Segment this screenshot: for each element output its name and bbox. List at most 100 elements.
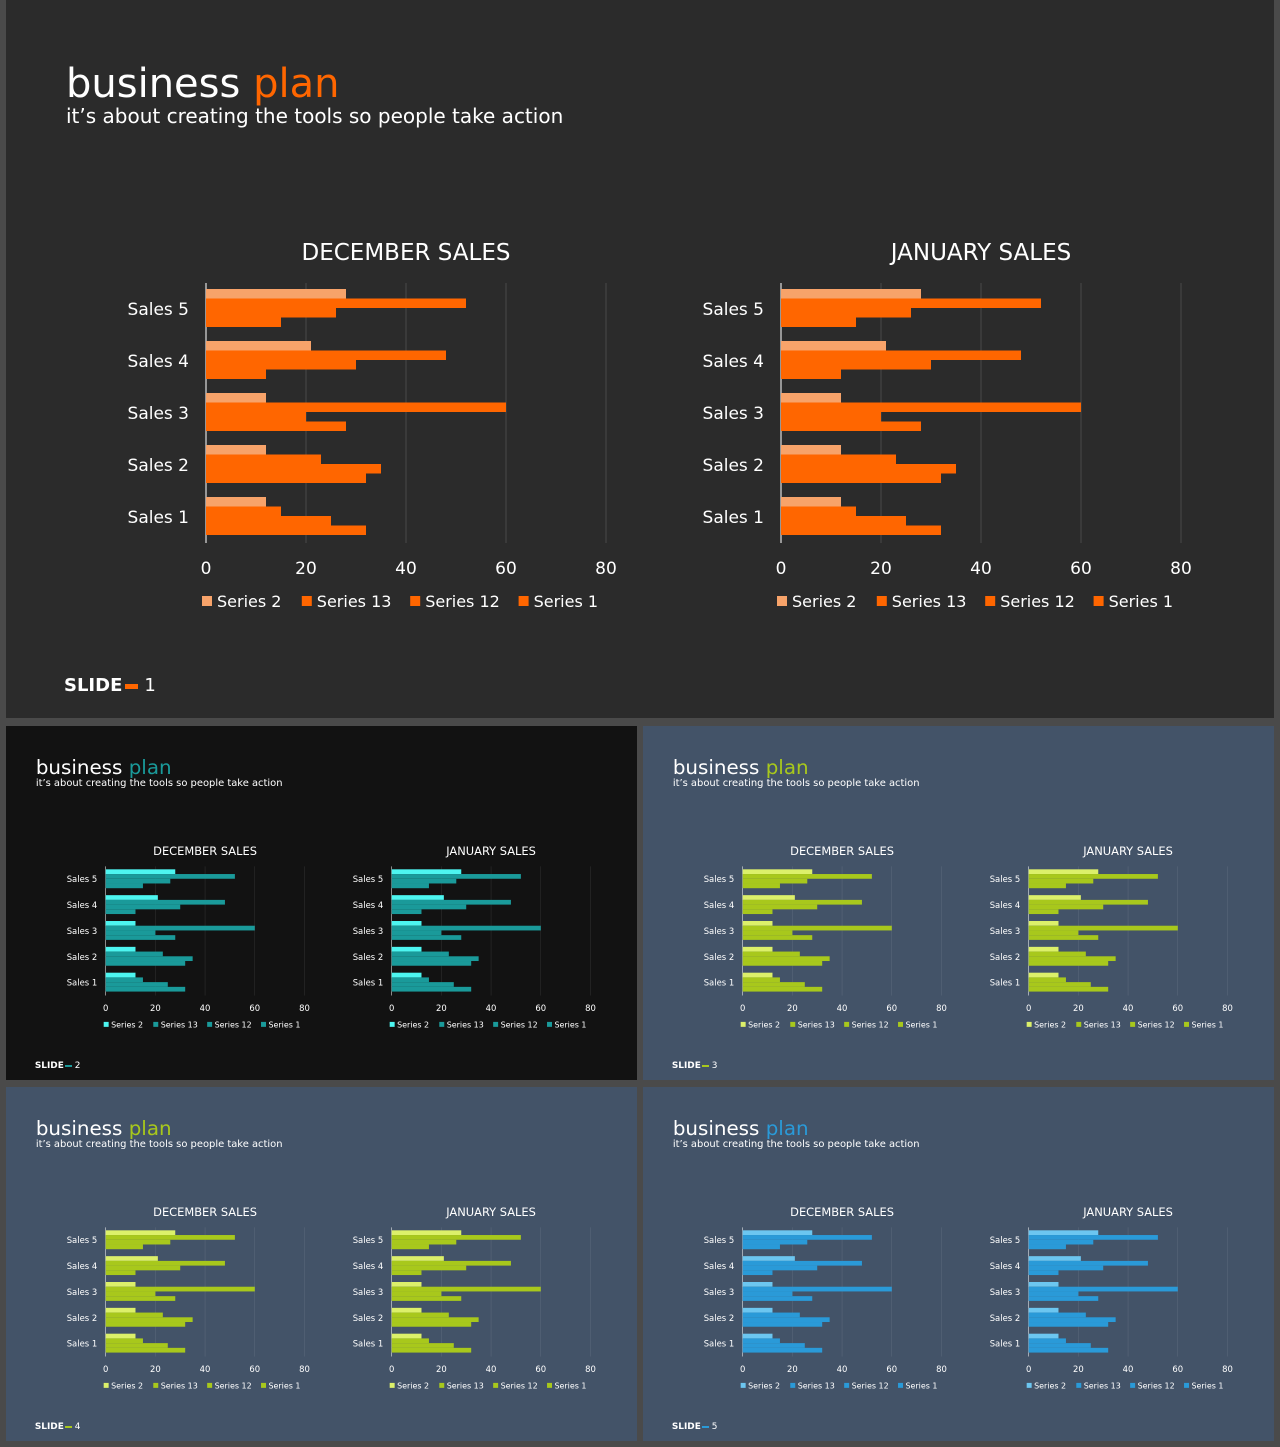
bar-sales-4-series-1 bbox=[391, 909, 421, 915]
bar-sales-2-series-13 bbox=[1028, 1312, 1086, 1318]
slide-label: SLIDE bbox=[64, 675, 123, 696]
legend-swatch bbox=[546, 1383, 552, 1389]
bar-sales-4-series-1 bbox=[105, 1270, 136, 1276]
legend-label: Series 2 bbox=[792, 592, 856, 611]
bar-sales-5-series-13 bbox=[391, 1235, 521, 1241]
bar-sales-4-series-1 bbox=[1028, 909, 1058, 915]
bar-sales-3-series-13 bbox=[742, 926, 892, 931]
x-tick-label: 20 bbox=[295, 559, 317, 579]
legend-label: Series 1 bbox=[1191, 1021, 1223, 1030]
slide-title: business plan bbox=[673, 1116, 809, 1140]
x-tick-label: 80 bbox=[595, 559, 617, 579]
y-tick-label: Sales 4 bbox=[989, 1261, 1020, 1271]
bar-sales-5-series-13 bbox=[781, 298, 1041, 308]
chart-title: DECEMBER SALES bbox=[153, 844, 257, 858]
legend-label: Series 2 bbox=[397, 1382, 429, 1391]
legend-item: Series 13 bbox=[301, 592, 391, 611]
bar-sales-4-series-1 bbox=[742, 909, 773, 915]
slide-number-value: 4 bbox=[74, 1422, 81, 1433]
bar-sales-4-series-2 bbox=[391, 895, 444, 901]
x-tick-label: 80 bbox=[1222, 1364, 1233, 1374]
x-tick-label: 60 bbox=[249, 1003, 260, 1013]
bar-chart-december: DECEMBER SALES Sales 1 Sales 2 Sales 3 Sales… bbox=[128, 240, 617, 611]
chart-legend: Series 2 Series 13 Series 12 Series 1 bbox=[740, 1382, 937, 1391]
legend-swatch bbox=[438, 1383, 444, 1389]
x-tick-label: 0 bbox=[1025, 1003, 1030, 1013]
legend-label: Series 13 bbox=[892, 592, 967, 611]
x-tick-label: 0 bbox=[1025, 1364, 1030, 1374]
bar-sales-2-series-12 bbox=[781, 464, 956, 474]
bar-chart-january: JANUARY SALES Sales 1 Sales 2 Sales 3 Sales … bbox=[989, 1205, 1233, 1391]
y-tick-label: Sales 2 bbox=[128, 456, 189, 476]
slide-1[interactable]: business plan it’s about creating the too… bbox=[6, 0, 1274, 718]
slide-2[interactable]: business plan it’s about creating the too… bbox=[6, 726, 637, 1080]
legend-item: Series 12 bbox=[492, 1021, 537, 1030]
bar-sales-1-series-13 bbox=[206, 506, 281, 516]
slide-label: SLIDE bbox=[671, 1422, 701, 1433]
x-tick-label: 60 bbox=[249, 1364, 260, 1374]
bar-sales-2-series-13 bbox=[1028, 951, 1086, 957]
bar-sales-3-series-2 bbox=[781, 393, 841, 403]
bar-sales-2-series-2 bbox=[105, 1308, 136, 1313]
bar-sales-5-series-2 bbox=[105, 1230, 175, 1236]
bar-sales-5-series-2 bbox=[391, 1230, 461, 1236]
bar-sales-4-series-12 bbox=[391, 1265, 466, 1271]
legend-label: Series 1 bbox=[534, 592, 598, 611]
legend-swatch bbox=[518, 596, 529, 606]
slide-4[interactable]: business plan it’s about creating the too… bbox=[6, 1087, 637, 1441]
legend-swatch bbox=[260, 1383, 266, 1389]
legend-item: Series 1 bbox=[546, 1021, 586, 1030]
legend-swatch bbox=[985, 596, 996, 606]
bar-sales-4-series-1 bbox=[105, 909, 136, 915]
y-tick-label: Sales 2 bbox=[66, 952, 97, 962]
slide-number-value: 3 bbox=[711, 1061, 718, 1072]
slide-3[interactable]: business plan it’s about creating the too… bbox=[643, 726, 1274, 1080]
slide-title: business plan bbox=[36, 757, 172, 778]
chart-legend: Series 2 Series 13 Series 12 Series 1 bbox=[1026, 1382, 1223, 1391]
legend-item: Series 2 bbox=[1026, 1021, 1066, 1030]
slide-number: SLIDE 2 bbox=[35, 1062, 81, 1071]
legend-item: Series 12 bbox=[206, 1382, 251, 1391]
x-tick-label: 40 bbox=[970, 559, 992, 579]
legend-swatch bbox=[202, 596, 212, 606]
bar-chart-january: JANUARY SALES Sales 1 Sales 2 Sales 3 Sales … bbox=[352, 844, 595, 1030]
legend-label: Series 1 bbox=[554, 1021, 586, 1030]
slide-label: SLIDE bbox=[671, 1061, 701, 1072]
slide-subtitle: it’s about creating the tools so people … bbox=[66, 104, 564, 128]
x-tick-label: 40 bbox=[836, 1364, 847, 1374]
legend-label: Series 12 bbox=[1000, 592, 1075, 611]
x-tick-label: 60 bbox=[886, 1364, 897, 1374]
bar-sales-3-series-13 bbox=[391, 926, 541, 931]
bar-sales-5-series-2 bbox=[391, 869, 461, 875]
legend-swatch bbox=[897, 1022, 903, 1028]
bar-sales-1-series-2 bbox=[391, 973, 421, 978]
bar-sales-5-series-2 bbox=[105, 869, 175, 875]
bar-sales-4-series-2 bbox=[742, 895, 795, 901]
x-tick-label: 60 bbox=[1172, 1003, 1183, 1013]
legend-swatch bbox=[790, 1022, 795, 1028]
bar-sales-3-series-12 bbox=[391, 1291, 441, 1297]
chart-legend: Series 2 Series 13 Series 12 Series 1 bbox=[740, 1021, 937, 1030]
bar-sales-1-series-2 bbox=[1028, 1334, 1058, 1339]
legend-swatch bbox=[1183, 1022, 1189, 1028]
legend-item: Series 1 bbox=[546, 1382, 586, 1391]
bar-sales-2-series-12 bbox=[206, 464, 381, 474]
legend-item: Series 13 bbox=[790, 1382, 835, 1391]
legend-label: Series 12 bbox=[1137, 1021, 1174, 1030]
y-tick-label: Sales 5 bbox=[128, 300, 189, 320]
chart-legend: Series 2 Series 13 Series 12 Series 1 bbox=[202, 592, 598, 611]
bar-sales-1-series-13 bbox=[391, 1338, 429, 1344]
y-tick-label: Sales 1 bbox=[66, 978, 97, 988]
bar-sales-3-series-13 bbox=[742, 1287, 892, 1292]
title-accent-word: plan bbox=[765, 1116, 809, 1140]
x-tick-label: 20 bbox=[1072, 1364, 1083, 1374]
bar-sales-1-series-13 bbox=[391, 977, 429, 983]
legend-swatch bbox=[1183, 1383, 1189, 1389]
bar-sales-5-series-13 bbox=[105, 874, 235, 880]
legend-label: Series 12 bbox=[851, 1021, 888, 1030]
chart-title: JANUARY SALES bbox=[445, 844, 536, 858]
bar-sales-5-series-2 bbox=[206, 289, 346, 299]
bar-sales-3-series-13 bbox=[1028, 1287, 1178, 1292]
slide-5[interactable]: business plan it’s about creating the too… bbox=[643, 1087, 1274, 1441]
bar-sales-1-series-2 bbox=[105, 1334, 136, 1339]
